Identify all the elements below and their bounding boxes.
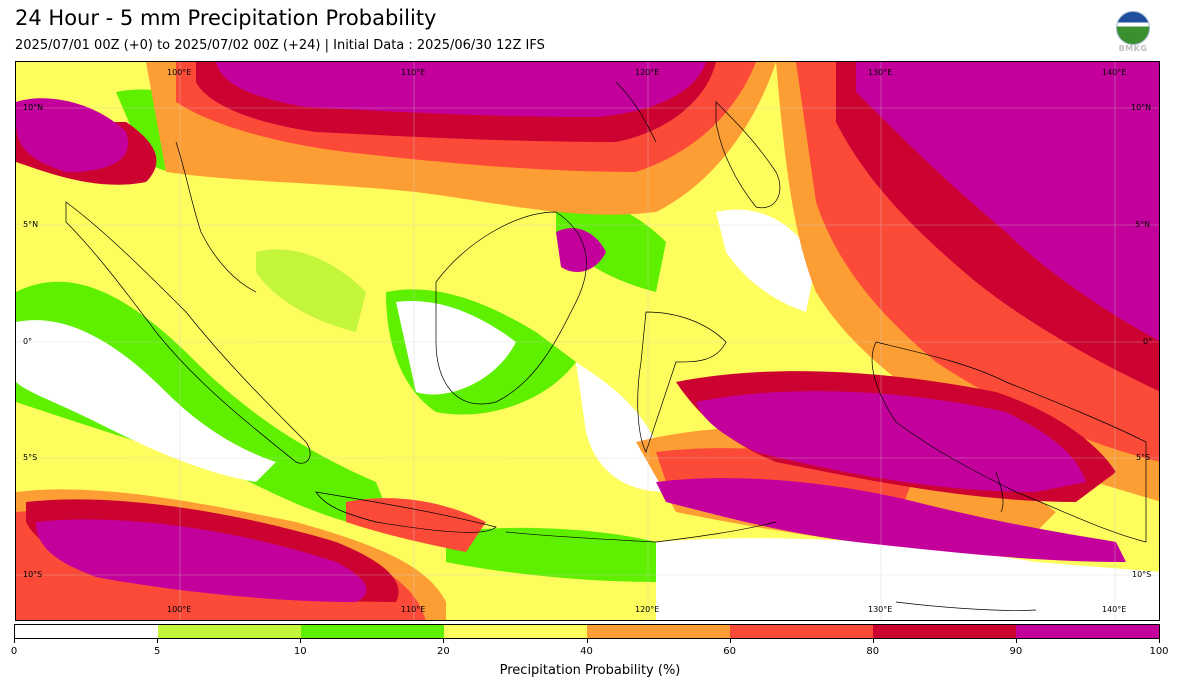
lat-label-right-10n: 10°N xyxy=(1131,103,1152,112)
lat-label-right-5s: 5°S xyxy=(1136,453,1151,462)
colorbar-tick-label: 0 xyxy=(10,646,18,657)
colorbar-tick-label: 40 xyxy=(580,646,593,657)
bmkg-logo-icon: BMKG xyxy=(1115,10,1151,56)
colorbar-segment-2 xyxy=(301,625,444,638)
bmkg-logo-emblem xyxy=(1116,11,1150,45)
colorbar-segment-3 xyxy=(444,625,587,638)
colorbar-tick-mark xyxy=(1015,638,1017,643)
lat-label-left-10n: 10°N xyxy=(23,103,44,112)
lon-label-top-130e: 130°E xyxy=(868,68,893,77)
map-subtitle: 2025/07/01 00Z (+0) to 2025/07/02 00Z (+… xyxy=(15,38,545,53)
colorbar-tick-mark xyxy=(586,638,588,643)
lon-label-bottom-110e: 110°E xyxy=(401,605,426,614)
colorbar xyxy=(14,624,1160,639)
lat-label-left-10s: 10°S xyxy=(23,570,43,579)
lon-label-bottom-140e: 140°E xyxy=(1102,605,1127,614)
colorbar-tick-label: 80 xyxy=(866,646,880,657)
lon-label-bottom-130e: 130°E xyxy=(868,605,893,614)
colorbar-tick-mark xyxy=(300,638,302,643)
lon-label-top-110e: 110°E xyxy=(401,68,426,77)
lat-label-left-5s: 5°S xyxy=(23,453,38,462)
colorbar-tick-label: 60 xyxy=(723,646,736,657)
lat-label-left-5n: 5°N xyxy=(23,220,39,229)
colorbar-segment-0 xyxy=(15,625,158,638)
lon-label-bottom-100e: 100°E xyxy=(167,605,192,614)
colorbar-tick-mark xyxy=(872,638,874,643)
colorbar-tick-mark xyxy=(729,638,731,643)
colorbar-segment-4 xyxy=(587,625,730,638)
colorbar-tick-label: 20 xyxy=(437,646,450,657)
colorbar-tick-mark xyxy=(1159,638,1160,643)
high-probability-regions xyxy=(16,62,1159,602)
bmkg-logo-text: BMKG xyxy=(1118,44,1148,53)
precipitation-map: 100°E 110°E 120°E 130°E 140°E 100°E 110°… xyxy=(15,61,1160,621)
colorbar-tick-mark xyxy=(157,638,159,643)
colorbar-segment-5 xyxy=(730,625,873,638)
colorbar-label: Precipitation Probability (%) xyxy=(499,663,681,678)
lat-label-right-5n: 5°N xyxy=(1135,220,1151,229)
lon-label-top-100e: 100°E xyxy=(167,68,192,77)
lat-label-right-0: 0° xyxy=(1143,337,1153,346)
lon-label-top-120e: 120°E xyxy=(635,68,660,77)
lat-label-left-0: 0° xyxy=(23,337,33,346)
colorbar-tick-mark xyxy=(443,638,445,643)
colorbar-tick-mark xyxy=(14,638,15,643)
colorbar-tick-label: 90 xyxy=(1009,646,1023,657)
colorbar-segment-1 xyxy=(158,625,301,638)
coastlines xyxy=(65,81,1147,611)
precipitation-field xyxy=(16,62,1159,620)
map-title: 24 Hour - 5 mm Precipitation Probability xyxy=(15,6,437,30)
lon-label-bottom-120e: 120°E xyxy=(635,605,660,614)
colorbar-tick-label: 100 xyxy=(1149,646,1169,657)
lon-label-top-140e: 140°E xyxy=(1102,68,1127,77)
colorbar-segment-6 xyxy=(873,625,1016,638)
colorbar-tick-label: 10 xyxy=(293,646,307,657)
colorbar-segment-7 xyxy=(1016,625,1159,638)
colorbar-tick-label: 5 xyxy=(153,646,161,657)
lat-label-right-10s: 10°S xyxy=(1132,570,1152,579)
